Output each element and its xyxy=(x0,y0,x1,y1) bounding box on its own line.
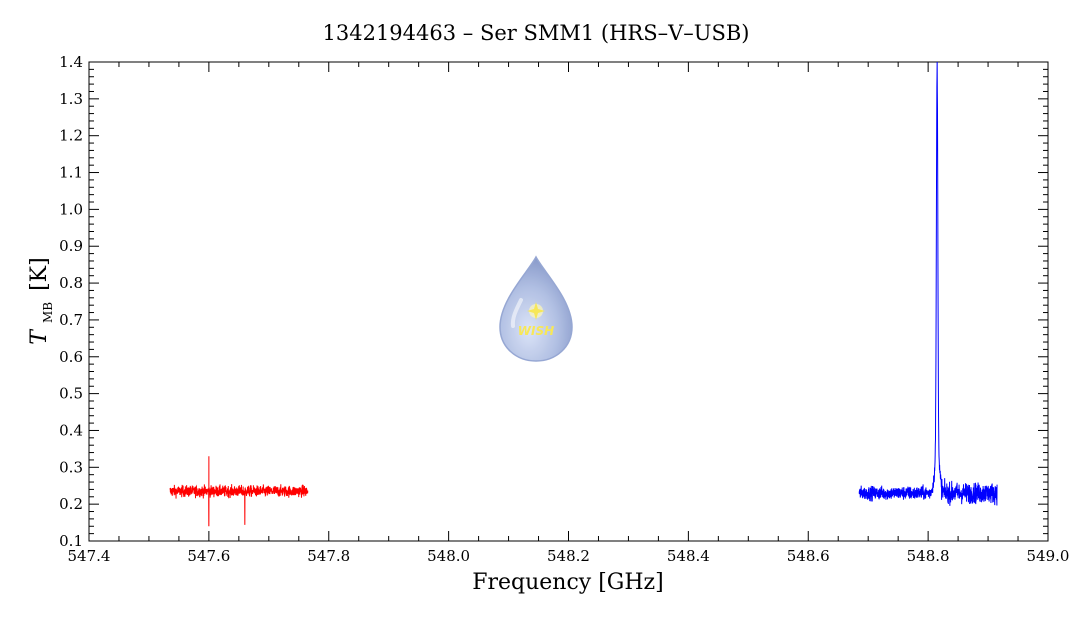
star-icon xyxy=(527,302,545,320)
x-tick-label: 548.0 xyxy=(427,547,470,565)
plot-frame xyxy=(88,61,1049,542)
wish-logo: WISH xyxy=(499,255,573,362)
y-axis-symbol: T xyxy=(27,328,52,345)
series-layer xyxy=(169,62,998,527)
y-axis-label: T MB [K] xyxy=(27,257,58,344)
x-tick-label: 549.0 xyxy=(1027,547,1070,565)
y-tick-label: 0.9 xyxy=(59,237,83,255)
logo-text: WISH xyxy=(518,324,554,338)
x-tick-label: 548.6 xyxy=(787,547,830,565)
x-tick-label: 548.4 xyxy=(667,547,710,565)
y-axis-unit: [K] xyxy=(27,257,52,291)
y-tick-labels: 0.1 0.2 0.3 0.4 0.5 0.6 0.7 0.8 0.9 1.0 1.1 1.2 1.3 1… xyxy=(59,53,83,550)
y-tick-label: 1.0 xyxy=(59,200,83,218)
series-line-0 xyxy=(169,456,309,527)
series-line-1 xyxy=(858,62,998,506)
y-axis-subscript: MB xyxy=(41,302,55,323)
y-tick-label: 0.5 xyxy=(59,385,83,403)
y-tick-label: 0.7 xyxy=(59,311,83,329)
y-tick-label: 0.8 xyxy=(59,274,83,292)
y-tick-label: 1.2 xyxy=(59,127,83,145)
chart-title: 1342194463 – Ser SMM1 (HRS–V–USB) xyxy=(323,21,750,45)
axis-ticks xyxy=(88,61,1049,542)
x-tick-labels: 547.4 547.6 547.8 548.0 548.2 548.4 548.6 548.8… xyxy=(68,547,1070,565)
x-tick-label: 548.8 xyxy=(907,547,950,565)
y-tick-label: 1.4 xyxy=(59,53,83,71)
y-tick-label: 0.1 xyxy=(59,532,83,550)
x-tick-label: 547.8 xyxy=(307,547,350,565)
y-tick-label: 0.3 xyxy=(59,458,83,476)
y-tick-label: 1.1 xyxy=(59,164,83,182)
x-tick-label: 547.6 xyxy=(187,547,230,565)
y-tick-label: 1.3 xyxy=(59,90,83,108)
y-tick-label: 0.4 xyxy=(59,421,83,439)
svg-text:T MB [K]: T MB [K] xyxy=(27,257,58,344)
y-tick-label: 0.6 xyxy=(59,348,83,366)
y-tick-label: 0.2 xyxy=(59,495,83,513)
x-axis-label: Frequency [GHz] xyxy=(472,570,664,595)
x-tick-label: 548.2 xyxy=(547,547,590,565)
x-tick-label: 547.4 xyxy=(68,547,111,565)
